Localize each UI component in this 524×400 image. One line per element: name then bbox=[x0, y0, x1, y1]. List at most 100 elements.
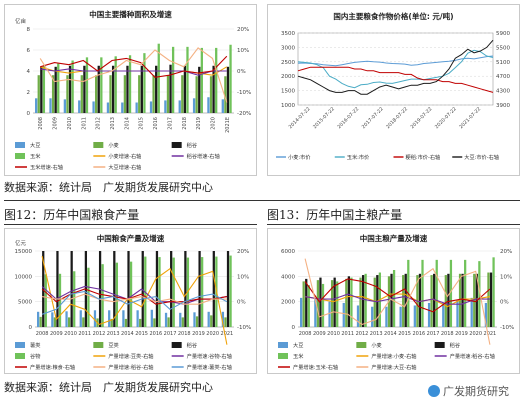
bar bbox=[442, 302, 445, 327]
bar bbox=[307, 285, 310, 327]
bar bbox=[181, 75, 184, 113]
bar bbox=[390, 273, 393, 327]
y-right-tick-label: 20% bbox=[237, 27, 249, 33]
y-right-tick-label: 10% bbox=[237, 274, 249, 280]
y-tick-label: 2000 bbox=[281, 300, 295, 306]
bar bbox=[447, 273, 450, 327]
legend-swatch bbox=[93, 142, 104, 148]
chart-panel-grain-output: 中国粮食产量及增速 亿元 0 5000 10000 15000 -10% 0% 10% 20% 20… bbox=[4, 228, 257, 374]
legend-label: 小麦增速-右轴 bbox=[108, 152, 141, 160]
bar bbox=[224, 317, 227, 327]
x-tick-label: 2011 bbox=[81, 117, 87, 130]
x-tick-label: 2018 bbox=[441, 331, 454, 337]
bar bbox=[179, 312, 182, 327]
bar bbox=[183, 65, 187, 113]
legend-label: 产量增速:稻谷-右轴 bbox=[108, 363, 153, 371]
bar bbox=[305, 278, 308, 327]
x-tick-label: 2014-07-22 bbox=[288, 106, 312, 130]
legend-label: 产量增速:粮食-右轴 bbox=[30, 363, 75, 371]
bar bbox=[80, 75, 83, 113]
bar bbox=[209, 76, 213, 113]
bar bbox=[35, 98, 38, 113]
bar bbox=[126, 65, 129, 113]
x-tick-label: 2010 bbox=[67, 117, 73, 130]
y-right-tick-label: -10% bbox=[500, 325, 514, 331]
bar bbox=[418, 273, 422, 327]
y-tick-label: 0 bbox=[29, 325, 33, 331]
bar bbox=[141, 251, 144, 327]
legend-label: 玉米 bbox=[30, 152, 41, 160]
bar bbox=[170, 251, 173, 327]
chart-panel-staple-output: 中国主粮产量及增速 0 2000 4000 6000 -10% 0% 10% 20% 2008 20… bbox=[267, 228, 520, 374]
series-line bbox=[40, 68, 227, 76]
y-tick-label: 1000 bbox=[281, 103, 295, 109]
divider-caption-right bbox=[267, 224, 520, 225]
bar bbox=[101, 264, 104, 327]
chart-title: 国内主要粮食作物价格(单位: 元/吨) bbox=[333, 11, 453, 21]
bar bbox=[373, 277, 376, 327]
bar bbox=[345, 278, 348, 327]
bar bbox=[164, 100, 167, 113]
x-tick-label: 2021-07-22 bbox=[458, 106, 482, 130]
legend-label: 产量增速:大豆-右轴 bbox=[371, 363, 416, 371]
bar bbox=[143, 53, 146, 113]
bar bbox=[489, 272, 493, 327]
bar bbox=[492, 257, 495, 327]
bar bbox=[321, 283, 325, 327]
bar bbox=[195, 316, 199, 327]
bar bbox=[192, 98, 196, 113]
bar bbox=[97, 65, 100, 113]
bar bbox=[100, 57, 103, 113]
legend-swatch bbox=[171, 142, 182, 148]
series-line bbox=[40, 55, 228, 78]
legend-label: 粳稻:市价-右轴 bbox=[406, 153, 441, 161]
bar bbox=[57, 63, 60, 113]
bar bbox=[155, 251, 159, 327]
bar bbox=[178, 100, 181, 113]
legend-label: 小麦:市价 bbox=[288, 153, 311, 161]
chart-title: 中国主要播种面积及增速 bbox=[89, 9, 172, 19]
wechat-icon bbox=[428, 385, 440, 397]
x-tick-label: 2015 bbox=[135, 331, 148, 337]
bar bbox=[67, 317, 71, 327]
x-tick-label: 2008 bbox=[299, 331, 312, 337]
bar bbox=[385, 306, 388, 327]
bar bbox=[135, 102, 138, 113]
legend-label: 玉米:市价 bbox=[347, 153, 370, 161]
x-tick-label: 2009 bbox=[53, 117, 59, 130]
bar bbox=[83, 65, 86, 113]
x-tick-label: 2015 bbox=[139, 117, 145, 130]
x-tick-label: 2015 bbox=[398, 331, 411, 337]
y-right-tick-label: 5900 bbox=[496, 31, 510, 37]
bar bbox=[66, 75, 69, 113]
bar bbox=[404, 273, 407, 327]
x-tick-label: 2015-07-22 bbox=[312, 106, 336, 130]
bar bbox=[316, 280, 320, 327]
legend-swatch bbox=[15, 153, 25, 159]
bar bbox=[167, 317, 170, 327]
bar bbox=[124, 318, 128, 327]
legend-label: 大豆 bbox=[293, 341, 303, 349]
bar bbox=[39, 316, 42, 327]
x-tick-label: 2014 bbox=[121, 331, 134, 337]
bar bbox=[319, 277, 322, 327]
bar bbox=[198, 251, 201, 327]
legend-label: 稻谷增速-右轴 bbox=[187, 152, 220, 160]
y-right-tick-label: 5500 bbox=[496, 45, 510, 51]
bar bbox=[157, 43, 160, 114]
bar bbox=[350, 277, 353, 327]
bar bbox=[56, 251, 59, 327]
x-tick-label: 2013 bbox=[370, 331, 383, 337]
divider-top bbox=[4, 200, 520, 201]
bar bbox=[207, 97, 210, 113]
series-line bbox=[304, 258, 491, 345]
bar bbox=[215, 47, 218, 113]
legend-label: 大豆增速-右轴 bbox=[108, 163, 141, 171]
bar bbox=[149, 101, 153, 113]
x-tick-label: 2012 bbox=[356, 331, 369, 337]
bar bbox=[444, 275, 447, 327]
x-tick-label: 2016-07-22 bbox=[336, 106, 360, 130]
bar bbox=[186, 46, 189, 113]
